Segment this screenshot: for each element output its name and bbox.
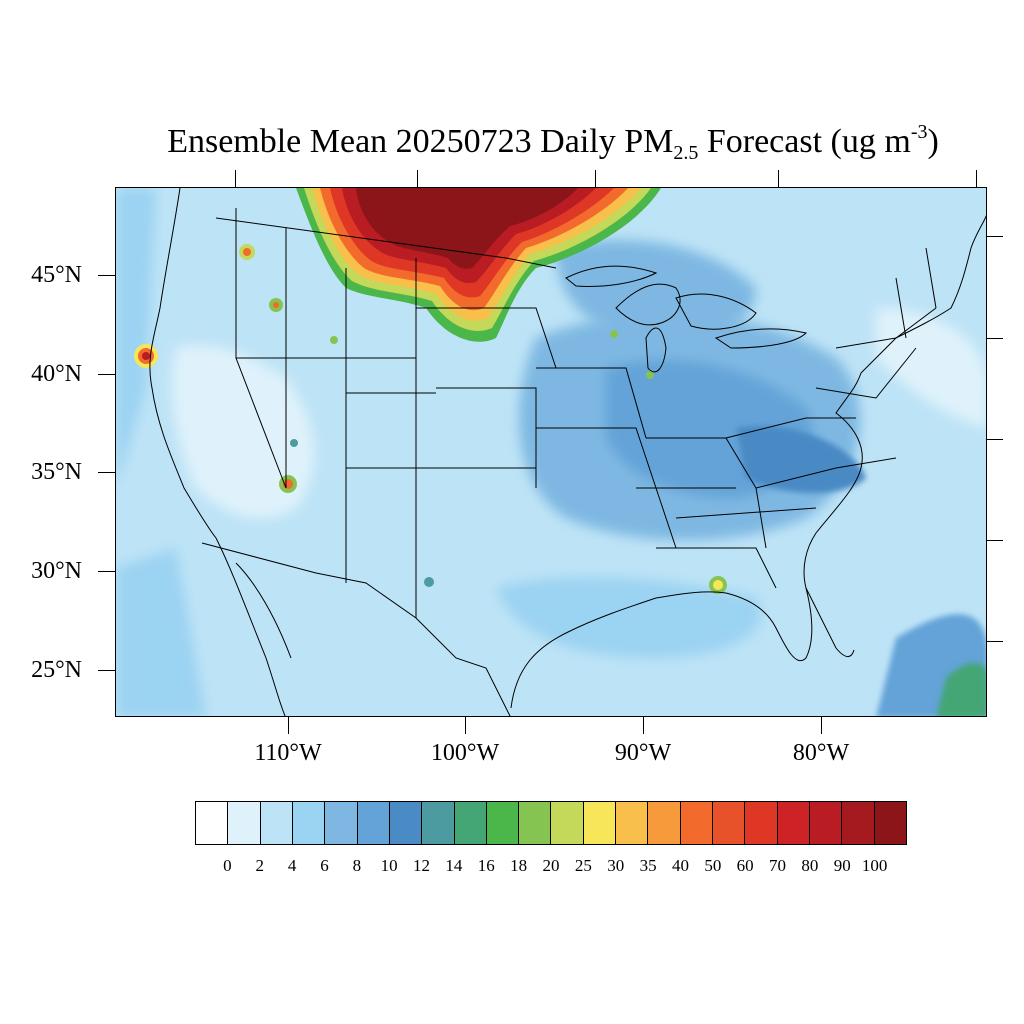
tick-lat-40 — [98, 374, 115, 375]
florida-peninsula — [805, 587, 855, 657]
lake-michigan — [645, 327, 667, 373]
tick-right-5 — [987, 641, 1003, 642]
colorbar-swatch — [809, 802, 843, 844]
tick-top-2 — [417, 170, 418, 187]
colorbar-swatch — [648, 802, 681, 844]
tick-lat-30 — [98, 571, 115, 572]
colorbar-swatch — [680, 802, 713, 844]
field-carolinas — [736, 426, 866, 493]
colorbar-tick-label: 25 — [574, 856, 592, 875]
tick-right-3 — [987, 439, 1003, 440]
field-caribbean-high — [936, 663, 986, 716]
colorbar-swatch — [713, 802, 746, 844]
colorbar-swatch — [874, 802, 906, 844]
colorbar-tick-label: 10 — [380, 856, 398, 875]
lon-label-100w: 100°W — [430, 740, 500, 766]
tick-lon-80 — [821, 717, 822, 734]
colorbar-tick-label: 70 — [769, 856, 787, 875]
colorbar-swatch — [616, 802, 649, 844]
colorbar-tick-label: 50 — [704, 856, 722, 875]
gulf-california — [235, 562, 292, 659]
colorbar-tick-label: 30 — [607, 856, 625, 875]
tick-lon-110 — [288, 717, 289, 734]
tick-lat-25 — [98, 670, 115, 671]
colorbar-tick-label: 18 — [510, 856, 528, 875]
west-coast — [149, 188, 217, 539]
chart-title: Ensemble Mean 20250723 Daily PM2.5 Forec… — [167, 121, 939, 164]
lake-erie — [714, 328, 807, 349]
lon-label-90w: 90°W — [614, 740, 672, 766]
colorbar-tick-label: 6 — [320, 856, 329, 875]
colorbar-swatch — [551, 802, 584, 844]
colorbar-tick-label: 35 — [639, 856, 657, 875]
colorbar-tick-label: 40 — [671, 856, 689, 875]
tick-lat-45 — [98, 275, 115, 276]
colorbar-swatch — [745, 802, 778, 844]
colorbar-tick-label: 60 — [736, 856, 754, 875]
lat-label-45n: 45°N — [31, 262, 82, 288]
map-canvas — [116, 188, 986, 716]
field-pacific-south — [116, 548, 206, 716]
tick-top-4 — [778, 170, 779, 187]
us-canada-border — [215, 217, 557, 269]
tick-top-5 — [976, 170, 977, 187]
boundaries — [149, 188, 986, 716]
colorbar-swatch — [196, 802, 229, 844]
field-pacific — [116, 188, 156, 488]
colorbar-swatch — [357, 802, 390, 844]
colorbar-swatch — [777, 802, 810, 844]
field-low-west — [172, 345, 315, 519]
colorbar-swatch — [389, 802, 423, 844]
colorbar-swatch — [519, 802, 552, 844]
colorbar-swatch — [325, 802, 358, 844]
tick-right-4 — [987, 540, 1003, 541]
colorbar-swatch — [228, 802, 261, 844]
colorbar-swatch — [260, 802, 293, 844]
lake-superior — [565, 265, 658, 287]
tick-right-1 — [987, 236, 1003, 237]
field-atlantic-low — [876, 308, 986, 428]
colorbar-tick-label: 2 — [255, 856, 264, 875]
colorbar-swatch — [842, 802, 875, 844]
colorbar-tick-label: 14 — [445, 856, 463, 875]
colorbar-tick-label: 16 — [477, 856, 495, 875]
east-gulf-coast — [510, 215, 986, 709]
colorbar-tick-label: 4 — [287, 856, 297, 875]
colorbar-swatch — [486, 802, 520, 844]
field-gulf — [496, 577, 762, 658]
lat-label-25n: 25°N — [31, 657, 82, 683]
colorbar-tick-label: 90 — [833, 856, 851, 875]
smoke-plume — [296, 188, 661, 342]
colorbar-tick-label: 0 — [223, 856, 232, 875]
fire-hotspots — [134, 244, 727, 594]
colorbar-tick-label: 12 — [413, 856, 431, 875]
lat-label-30n: 30°N — [31, 558, 82, 584]
lat-label-40n: 40°N — [31, 361, 82, 387]
tick-lon-90 — [643, 717, 644, 734]
lake-michigan-region — [615, 283, 681, 326]
lake-huron — [675, 293, 757, 330]
colorbar — [195, 801, 907, 845]
colorbar-tick-label: 20 — [542, 856, 560, 875]
colorbar-tick-label: 8 — [352, 856, 362, 875]
lon-label-80w: 80°W — [792, 740, 850, 766]
lon-label-110w: 110°W — [254, 740, 322, 766]
colorbar-swatch — [422, 802, 455, 844]
tick-right-2 — [987, 338, 1003, 339]
colorbar-swatch — [292, 802, 326, 844]
field-great-lakes — [556, 240, 756, 341]
tick-top-1 — [235, 170, 236, 187]
colorbar-swatch — [454, 802, 487, 844]
colorbar-swatch — [583, 802, 617, 844]
colorbar-tick-label: 100 — [861, 856, 888, 875]
tick-lon-100 — [465, 717, 466, 734]
tick-lat-35 — [98, 472, 115, 473]
colorbar-tick-label: 80 — [801, 856, 819, 875]
pm25-map — [115, 187, 987, 717]
baja-coast — [215, 537, 286, 716]
tick-top-3 — [595, 170, 596, 187]
lat-label-35n: 35°N — [31, 459, 82, 485]
